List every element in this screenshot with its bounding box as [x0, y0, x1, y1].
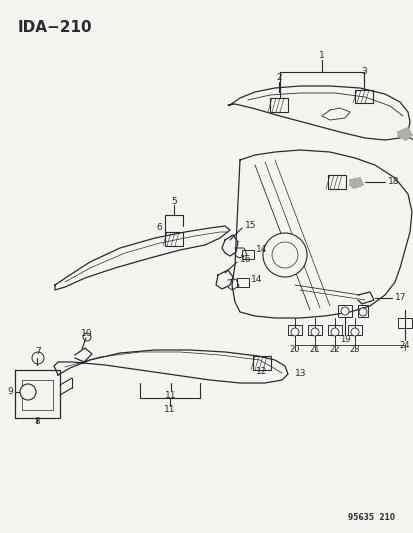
Circle shape: [83, 333, 91, 341]
Text: 14: 14: [255, 246, 267, 254]
Text: 15: 15: [244, 222, 256, 230]
Polygon shape: [349, 178, 362, 188]
Text: 8: 8: [34, 417, 40, 426]
Text: 14: 14: [250, 276, 262, 285]
Bar: [357, 305, 367, 317]
Text: 21: 21: [309, 345, 320, 354]
Circle shape: [358, 308, 366, 316]
Bar: [236, 278, 248, 287]
Text: 10: 10: [81, 328, 93, 337]
Text: 11: 11: [165, 391, 176, 400]
Polygon shape: [397, 128, 411, 140]
Text: 1: 1: [318, 52, 324, 61]
Text: 5: 5: [171, 197, 176, 206]
Circle shape: [330, 328, 338, 336]
Text: 2: 2: [275, 74, 281, 83]
Text: 6: 6: [156, 223, 161, 232]
Text: 24: 24: [399, 341, 409, 350]
Bar: [347, 325, 361, 335]
Bar: [165, 232, 183, 246]
Text: 12: 12: [256, 367, 267, 376]
Text: 22: 22: [329, 345, 339, 354]
Text: 13: 13: [294, 369, 306, 378]
Text: IDA−210: IDA−210: [18, 20, 93, 35]
Bar: [337, 305, 351, 317]
Circle shape: [290, 328, 298, 336]
Circle shape: [262, 233, 306, 277]
Text: 95635  210: 95635 210: [347, 513, 394, 522]
Circle shape: [32, 352, 44, 364]
Text: 9: 9: [7, 387, 13, 397]
Text: 11: 11: [164, 406, 176, 415]
Bar: [397, 318, 411, 328]
Circle shape: [20, 384, 36, 400]
Circle shape: [310, 328, 318, 336]
Text: 16: 16: [240, 255, 251, 264]
Bar: [269, 98, 287, 112]
Bar: [307, 325, 321, 335]
Text: 17: 17: [394, 294, 406, 303]
Bar: [354, 90, 372, 103]
Text: 23: 23: [349, 345, 359, 354]
Text: 20: 20: [289, 345, 299, 354]
Bar: [327, 175, 345, 189]
Bar: [287, 325, 301, 335]
Text: 19: 19: [339, 335, 349, 344]
Text: 7: 7: [35, 348, 41, 357]
Text: 3: 3: [360, 68, 366, 77]
Bar: [327, 325, 341, 335]
Circle shape: [350, 328, 358, 336]
Text: 18: 18: [387, 177, 399, 187]
Circle shape: [340, 307, 348, 315]
Bar: [242, 250, 254, 259]
Bar: [252, 356, 271, 370]
Circle shape: [271, 242, 297, 268]
